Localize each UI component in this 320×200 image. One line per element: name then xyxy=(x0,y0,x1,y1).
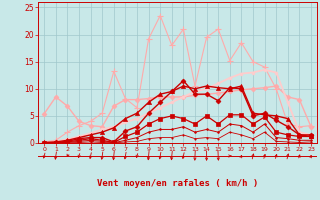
Text: Vent moyen/en rafales ( km/h ): Vent moyen/en rafales ( km/h ) xyxy=(97,178,258,188)
